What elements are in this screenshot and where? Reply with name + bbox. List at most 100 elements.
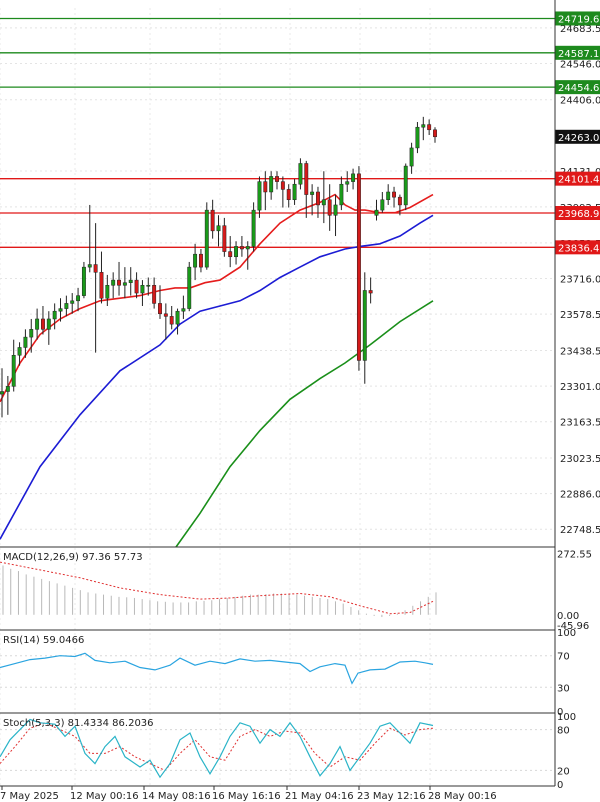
candle-body <box>128 279 133 283</box>
candle-body <box>76 295 81 302</box>
candle-body <box>81 266 86 296</box>
resistance-label-box <box>555 80 600 95</box>
time-tick-label: 28 May 00:16 <box>428 791 497 802</box>
candle-body <box>29 329 34 338</box>
time-axis: 7 May 2025 12 May 00:16 14 May 08:16 16 May… <box>0 786 497 802</box>
candle-body <box>275 176 279 182</box>
candle-body <box>152 285 157 304</box>
macd-histogram <box>2 565 437 618</box>
candle-body <box>17 347 22 356</box>
time-tick-label: 16 May 16:16 <box>212 791 281 802</box>
time-tick-label: 23 May 12:16 <box>357 791 426 802</box>
candle-body <box>263 181 268 193</box>
candle-body <box>280 181 285 190</box>
ma50-line <box>0 214 434 540</box>
candle-body <box>193 253 198 268</box>
candle-body <box>316 191 320 206</box>
resistance-label-box <box>555 11 600 26</box>
macd-label: MACD(12,26,9) 97.36 57.73 <box>3 552 143 563</box>
candlesticks <box>0 116 437 418</box>
candle-body <box>228 251 233 258</box>
candle-body <box>368 290 373 294</box>
price-panel: 24683.524546.024406.024131.023992.523853… <box>0 8 600 786</box>
candle-body <box>169 316 174 325</box>
candle-body <box>286 189 291 201</box>
candle-body <box>409 147 414 167</box>
resistance-label-box <box>555 45 600 60</box>
stoch-tick-label: 0 <box>557 780 563 791</box>
last-price-box <box>555 129 600 144</box>
candle-body <box>87 264 92 268</box>
candle-body <box>374 209 379 216</box>
candle-body <box>339 183 344 206</box>
candle-body <box>403 165 408 206</box>
candle-body <box>117 279 121 286</box>
candle-body <box>140 285 145 294</box>
candle-body <box>245 246 250 250</box>
candle-body <box>35 318 40 330</box>
candle-body <box>146 285 151 287</box>
candle-body <box>163 313 168 317</box>
candle-body <box>362 290 367 361</box>
candle-body <box>351 173 356 182</box>
candle-body <box>415 126 420 149</box>
macd-tick-label: 272.55 <box>557 550 592 561</box>
price-tick-label: 23578.5 <box>560 310 600 321</box>
stoch-tick-label: 20 <box>557 766 570 777</box>
candle-body <box>99 272 104 299</box>
candle-body <box>222 225 227 252</box>
stoch-tick-label: 80 <box>557 726 570 737</box>
candle-body <box>356 173 361 361</box>
candle-body <box>46 318 51 330</box>
support-label: 24101.4 <box>558 175 599 186</box>
candle-body <box>58 308 63 312</box>
candle-body <box>392 191 396 198</box>
time-tick-label: 7 May 2025 <box>0 791 59 802</box>
price-tick-label: 24406.0 <box>560 96 600 107</box>
candle-body <box>433 129 437 138</box>
candle-body <box>11 354 16 387</box>
ma200-line <box>175 300 434 548</box>
candle-body <box>93 264 98 273</box>
candle-body <box>421 124 426 128</box>
macd-panel: MACD(12,26,9) 97.36 57.73 272.55 0.00-45.… <box>0 550 592 632</box>
candle-body <box>134 279 139 294</box>
candle-body <box>234 246 239 258</box>
rsi-tick-label: 100 <box>557 628 576 639</box>
candle-body <box>380 199 385 211</box>
macd-axis: 272.55 0.00-45.96 <box>557 550 592 632</box>
rsi-label: RSI(14) 59.0466 <box>3 635 84 646</box>
candle-body <box>292 183 297 201</box>
price-tick-label: 23163.5 <box>560 418 600 429</box>
candle-body <box>251 209 256 247</box>
support-label: 23968.9 <box>558 209 599 220</box>
candle-body <box>397 196 402 206</box>
price-tick-label: 22886.0 <box>560 490 600 501</box>
candle-body <box>386 191 391 201</box>
candle-body <box>111 279 116 286</box>
support-resistance-lines <box>0 17 555 248</box>
price-axis: 24683.524546.024406.024131.023992.523853… <box>555 11 600 536</box>
candle-body <box>204 209 209 268</box>
stoch-axis: 100 80 20 0 <box>557 712 576 791</box>
candle-body <box>122 282 127 286</box>
candle-body <box>105 285 110 299</box>
candle-body <box>427 124 432 131</box>
candle-body <box>216 225 221 232</box>
candle-body <box>70 300 75 304</box>
rsi-panel: RSI(14) 59.0466 100 70 30 0 <box>0 628 576 718</box>
rsi-tick-label: 0 <box>557 707 563 718</box>
resistance-label: 24587.1 <box>558 49 599 60</box>
stoch-panel: Stoch(5,3,3) 81.4334 86.2036 100 80 20 0 <box>0 712 576 791</box>
candle-body <box>175 310 180 325</box>
candle-body <box>257 181 262 211</box>
stoch-label: Stoch(5,3,3) 81.4334 86.2036 <box>3 718 154 729</box>
last-price-label: 24263.0 <box>558 133 599 144</box>
time-tick-label: 14 May 08:16 <box>142 791 211 802</box>
candle-body <box>333 204 338 216</box>
time-tick-label: 12 May 00:16 <box>70 791 139 802</box>
support-label-box <box>555 206 600 221</box>
macd-tick-label: -45.96 <box>557 621 589 632</box>
stoch-tick-label: 100 <box>557 712 576 723</box>
